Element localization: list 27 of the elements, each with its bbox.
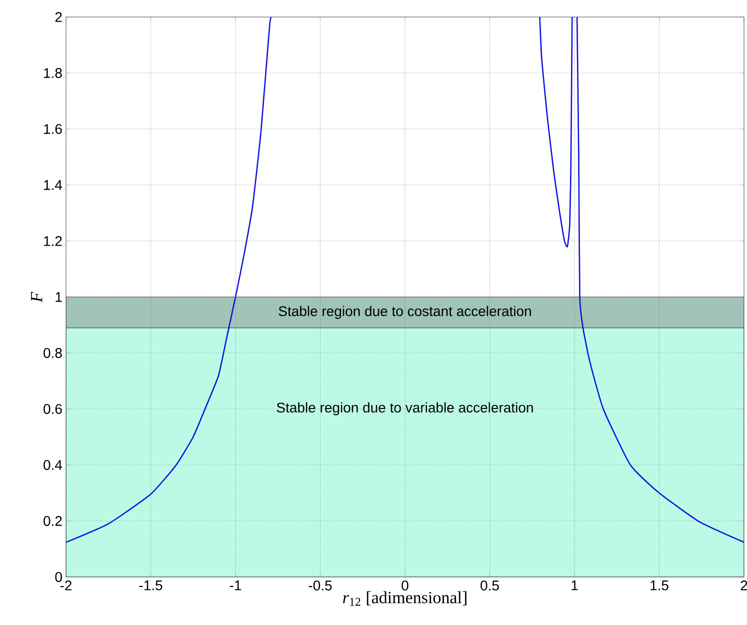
- y-tick-label: 0.6: [44, 404, 62, 414]
- y-tick-label: 0.8: [44, 348, 62, 358]
- y-axis-title: F: [31, 292, 42, 302]
- x-tick-label: -2: [60, 580, 72, 590]
- y-tick-label: 0: [55, 572, 62, 582]
- x-tick-label: 2: [740, 580, 747, 590]
- y-tick-label: 0.4: [44, 460, 62, 470]
- x-tick-label: -1: [230, 580, 242, 590]
- line-series: [576, 17, 744, 543]
- x-tick-label: 1.5: [650, 580, 668, 590]
- y-tick-label: 0.2: [44, 516, 62, 526]
- y-tick-label: 1.2: [44, 236, 62, 246]
- y-tick-label: 1: [56, 292, 62, 302]
- band-label: Stable region due to costant acceleration: [278, 306, 531, 319]
- x-axis-title: r$_{12}$ [adimensional]: [343, 591, 466, 606]
- line-series: [539, 17, 573, 248]
- y-tick-label: 1.6: [44, 124, 62, 134]
- x-tick-label: 0.5: [480, 580, 499, 590]
- x-tick-label: 1: [572, 580, 578, 590]
- x-tick-label: -1.5: [139, 580, 162, 590]
- line-series: [66, 17, 272, 543]
- x-tick-label: 0: [402, 580, 408, 590]
- y-tick-label: 1.4: [44, 180, 62, 190]
- y-tick-label: 1.8: [44, 68, 62, 78]
- x-tick-label: -0.5: [308, 580, 332, 590]
- y-tick-label: 2: [55, 12, 62, 22]
- band-label: Stable region due to variable acceleration: [276, 402, 533, 416]
